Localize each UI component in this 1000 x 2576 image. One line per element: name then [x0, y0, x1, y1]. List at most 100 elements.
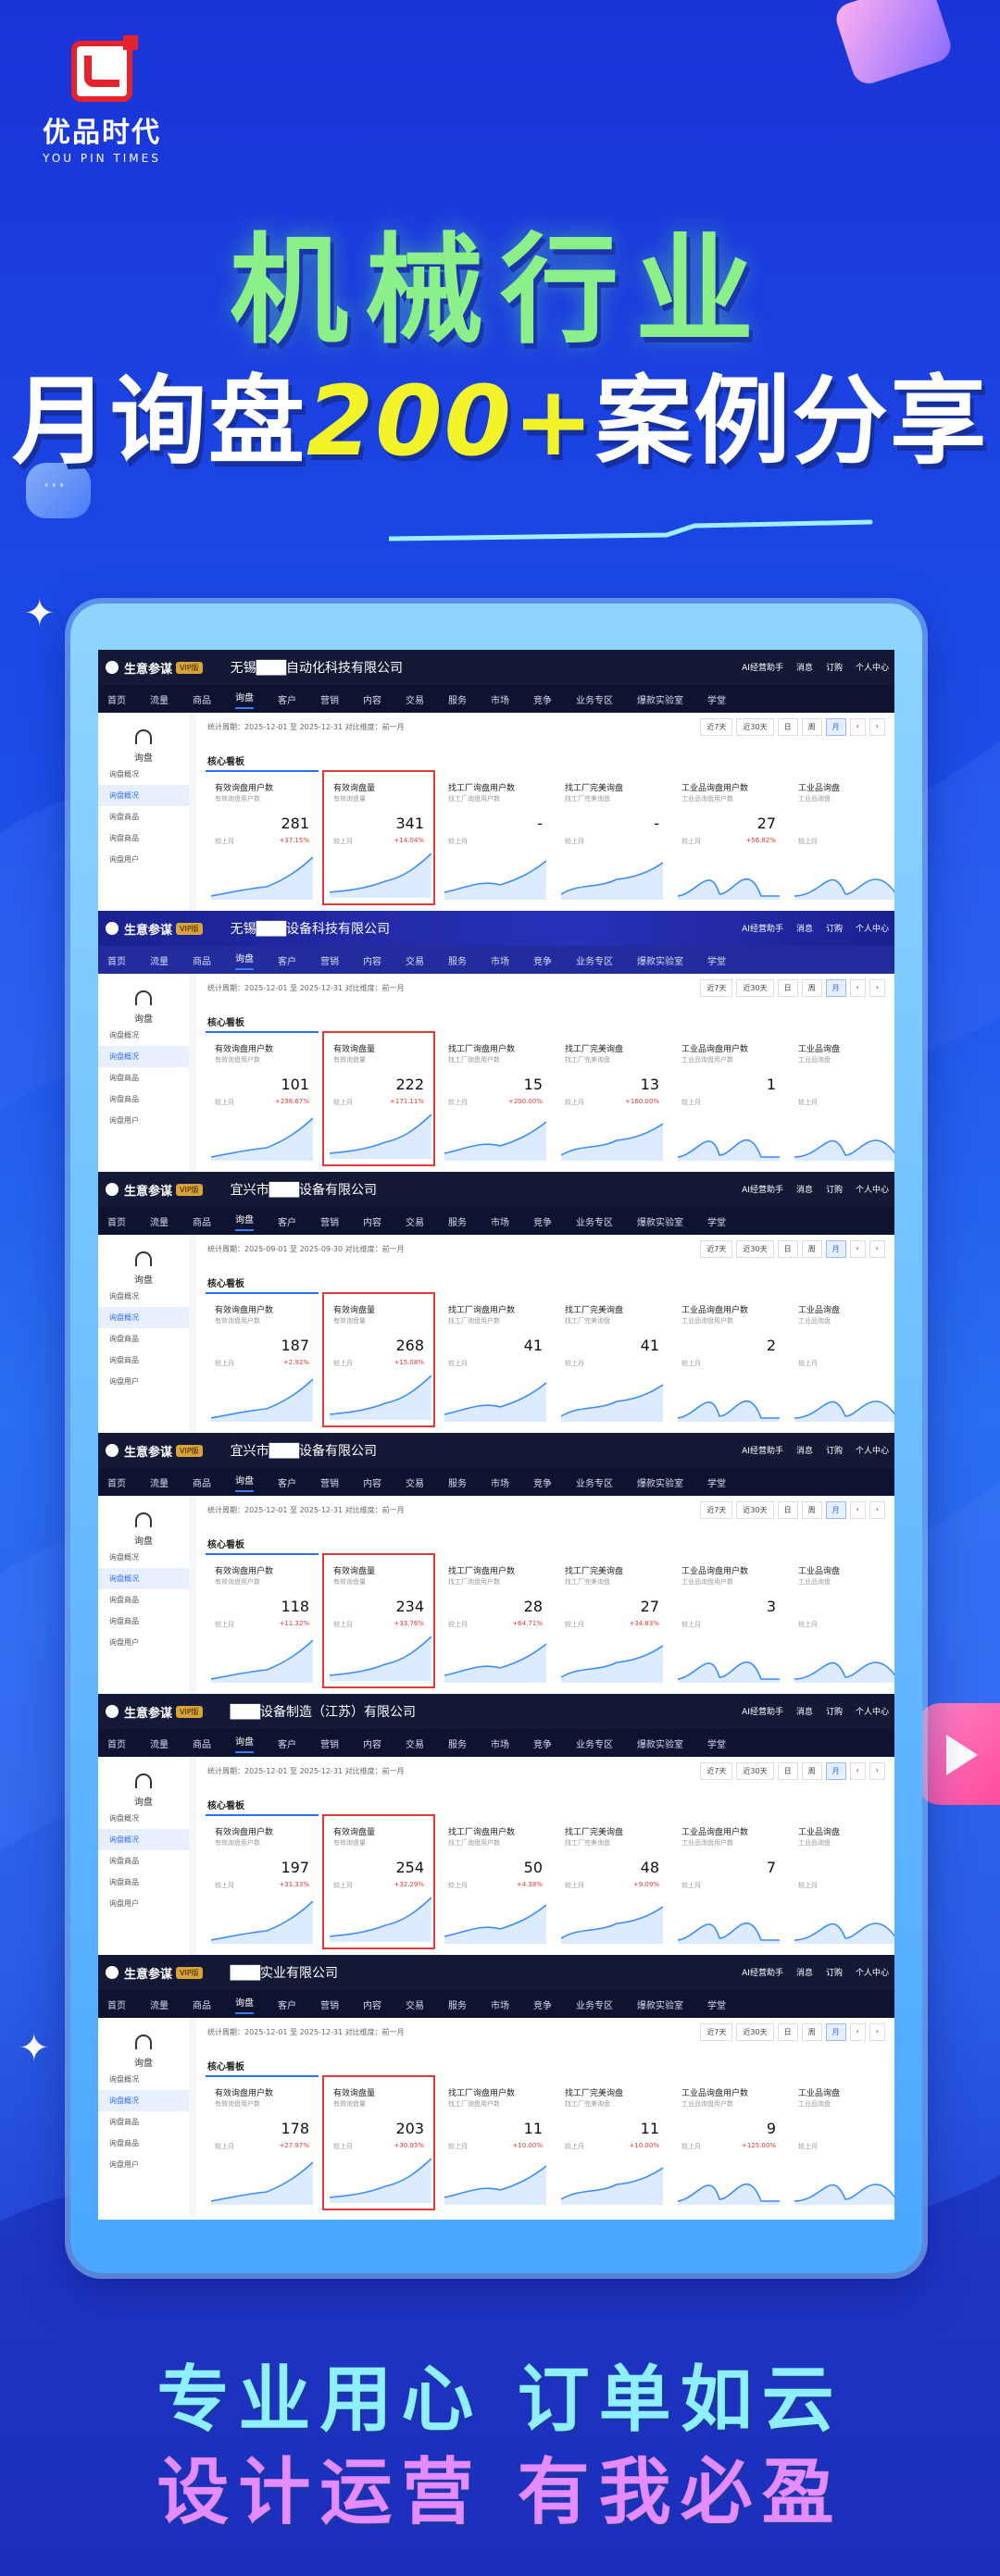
- nav-item[interactable]: 业务专区: [576, 2000, 613, 2011]
- nav-item[interactable]: 营销: [320, 2000, 339, 2011]
- nav-item[interactable]: 交易: [406, 1739, 424, 1750]
- metric-card[interactable]: 找工厂询盘用户数 找工厂询盘用户数 11 较上月 +10.00%: [439, 2075, 552, 2210]
- nav-item[interactable]: 客户: [278, 2000, 296, 2011]
- side-menu-item[interactable]: 询盘概况: [98, 1307, 189, 1328]
- nav-item[interactable]: 首页: [107, 1478, 126, 1489]
- nav-item[interactable]: 市场: [491, 1478, 509, 1489]
- metric-card[interactable]: 工业品询盘 工业品询盘 较上月: [789, 1553, 894, 1688]
- date-control[interactable]: 近30天: [736, 718, 774, 736]
- nav-item[interactable]: 学堂: [707, 956, 726, 967]
- date-control[interactable]: 近7天: [700, 1501, 733, 1519]
- nav-item[interactable]: 流量: [150, 2000, 169, 2011]
- date-control[interactable]: 近30天: [736, 1240, 774, 1258]
- nav-item[interactable]: 首页: [107, 1217, 126, 1228]
- date-control[interactable]: 周: [801, 718, 822, 736]
- date-control[interactable]: 周: [801, 1501, 822, 1519]
- metric-card[interactable]: 有效询盘量 有效询盘量 234 较上月 +33.76%: [322, 1553, 435, 1688]
- nav-item[interactable]: 业务专区: [576, 1478, 613, 1489]
- top-right-link[interactable]: AI经营助手: [742, 1708, 783, 1717]
- nav-item[interactable]: 学堂: [707, 1217, 726, 1228]
- metric-card[interactable]: 有效询盘量 有效询盘量 254 较上月 +32.29%: [322, 1814, 435, 1949]
- nav-item[interactable]: 交易: [406, 1217, 424, 1228]
- side-menu-item[interactable]: 询盘商品: [109, 1857, 139, 1865]
- date-control[interactable]: 近7天: [700, 718, 733, 736]
- top-right-link[interactable]: 消息: [795, 1708, 813, 1717]
- date-control[interactable]: 月: [825, 718, 846, 736]
- nav-item[interactable]: 业务专区: [576, 1739, 613, 1750]
- date-control[interactable]: 日: [777, 1501, 798, 1519]
- side-menu-item[interactable]: 询盘概况: [98, 1829, 189, 1850]
- top-right-link[interactable]: 消息: [795, 1969, 813, 1978]
- nav-item[interactable]: 客户: [278, 1478, 296, 1489]
- metric-card[interactable]: 找工厂完美询盘 找工厂完美询盘 41 较上月: [556, 1292, 669, 1427]
- date-control[interactable]: 周: [801, 979, 822, 997]
- side-menu-item[interactable]: 询盘用户: [109, 1116, 139, 1125]
- nav-item[interactable]: 服务: [448, 1478, 467, 1489]
- nav-item[interactable]: 商品: [193, 1478, 211, 1489]
- nav-item[interactable]: 服务: [448, 1739, 467, 1750]
- nav-item[interactable]: 流量: [150, 1478, 169, 1489]
- nav-item[interactable]: 商品: [193, 956, 211, 967]
- top-right-link[interactable]: 个人中心: [855, 664, 889, 673]
- nav-item[interactable]: 市场: [491, 1739, 509, 1750]
- nav-item[interactable]: 询盘: [235, 951, 254, 970]
- date-control[interactable]: ›: [869, 1501, 885, 1519]
- side-menu-item[interactable]: 询盘商品: [109, 2118, 139, 2126]
- nav-item[interactable]: 服务: [448, 956, 467, 967]
- date-control[interactable]: ›: [869, 1762, 885, 1780]
- nav-item[interactable]: 询盘: [235, 690, 254, 709]
- side-menu-item[interactable]: 询盘商品: [109, 1617, 139, 1625]
- metric-card[interactable]: 有效询盘用户数 有效询盘用户数 101 较上月 +236.67%: [206, 1031, 319, 1166]
- side-menu-item[interactable]: 询盘概况: [109, 1814, 139, 1823]
- top-right-link[interactable]: 消息: [795, 664, 813, 673]
- date-control[interactable]: 近30天: [736, 1501, 774, 1519]
- side-menu-item[interactable]: 询盘概况: [98, 2090, 189, 2111]
- nav-item[interactable]: 竞争: [533, 1739, 552, 1750]
- side-menu-item[interactable]: 询盘概况: [98, 1568, 189, 1589]
- top-right-link[interactable]: AI经营助手: [742, 1186, 783, 1195]
- nav-item[interactable]: 内容: [363, 1217, 381, 1228]
- side-menu-item[interactable]: 询盘商品: [109, 1335, 139, 1343]
- nav-item[interactable]: 客户: [278, 1217, 296, 1228]
- metric-card[interactable]: 找工厂询盘用户数 找工厂询盘用户数 50 较上月 +4.38%: [439, 1814, 552, 1949]
- side-menu-item[interactable]: 询盘用户: [109, 1899, 139, 1908]
- date-control[interactable]: 日: [777, 979, 798, 997]
- date-control[interactable]: 近7天: [700, 2023, 733, 2041]
- nav-item[interactable]: 交易: [406, 956, 424, 967]
- nav-item[interactable]: 询盘: [235, 1734, 254, 1753]
- nav-item[interactable]: 商品: [193, 1217, 211, 1228]
- metric-card[interactable]: 工业品询盘用户数 工业品询盘用户数 1 较上月: [672, 1031, 785, 1166]
- nav-item[interactable]: 询盘: [235, 1212, 254, 1231]
- nav-item[interactable]: 内容: [363, 695, 381, 706]
- nav-item[interactable]: 流量: [150, 1217, 169, 1228]
- nav-item[interactable]: 学堂: [707, 1739, 726, 1750]
- date-control[interactable]: 日: [777, 718, 798, 736]
- metric-card[interactable]: 找工厂询盘用户数 找工厂询盘用户数 41 较上月: [439, 1292, 552, 1427]
- date-control[interactable]: 近7天: [700, 979, 733, 997]
- metric-card[interactable]: 工业品询盘 工业品询盘 较上月: [789, 1031, 894, 1166]
- metric-card[interactable]: 有效询盘用户数 有效询盘用户数 197 较上月 +31.33%: [206, 1814, 319, 1949]
- nav-item[interactable]: 交易: [406, 1478, 424, 1489]
- date-control[interactable]: 月: [825, 1501, 846, 1519]
- side-menu-item[interactable]: 询盘商品: [109, 1596, 139, 1604]
- nav-item[interactable]: 学堂: [707, 695, 726, 706]
- date-control[interactable]: 日: [777, 1240, 798, 1258]
- side-menu-item[interactable]: 询盘概况: [109, 1292, 139, 1300]
- nav-item[interactable]: 首页: [107, 695, 126, 706]
- side-menu-item[interactable]: 询盘用户: [109, 2160, 139, 2169]
- side-menu-item[interactable]: 询盘用户: [109, 855, 139, 864]
- nav-item[interactable]: 客户: [278, 956, 296, 967]
- nav-item[interactable]: 服务: [448, 695, 467, 706]
- metric-card[interactable]: 工业品询盘用户数 工业品询盘用户数 7 较上月: [672, 1814, 785, 1949]
- date-control[interactable]: ‹: [849, 1501, 866, 1519]
- side-menu-item[interactable]: 询盘商品: [109, 1095, 139, 1103]
- metric-card[interactable]: 找工厂询盘用户数 找工厂询盘用户数 15 较上月 +200.00%: [439, 1031, 552, 1166]
- nav-item[interactable]: 竞争: [533, 1217, 552, 1228]
- nav-item[interactable]: 询盘: [235, 1473, 254, 1492]
- top-right-link[interactable]: 个人中心: [855, 1186, 889, 1195]
- side-menu-item[interactable]: 询盘商品: [109, 834, 139, 842]
- nav-item[interactable]: 客户: [278, 1739, 296, 1750]
- nav-item[interactable]: 商品: [193, 1739, 211, 1750]
- metric-card[interactable]: 找工厂询盘用户数 找工厂询盘用户数 - 较上月: [439, 770, 552, 905]
- nav-item[interactable]: 业务专区: [576, 695, 613, 706]
